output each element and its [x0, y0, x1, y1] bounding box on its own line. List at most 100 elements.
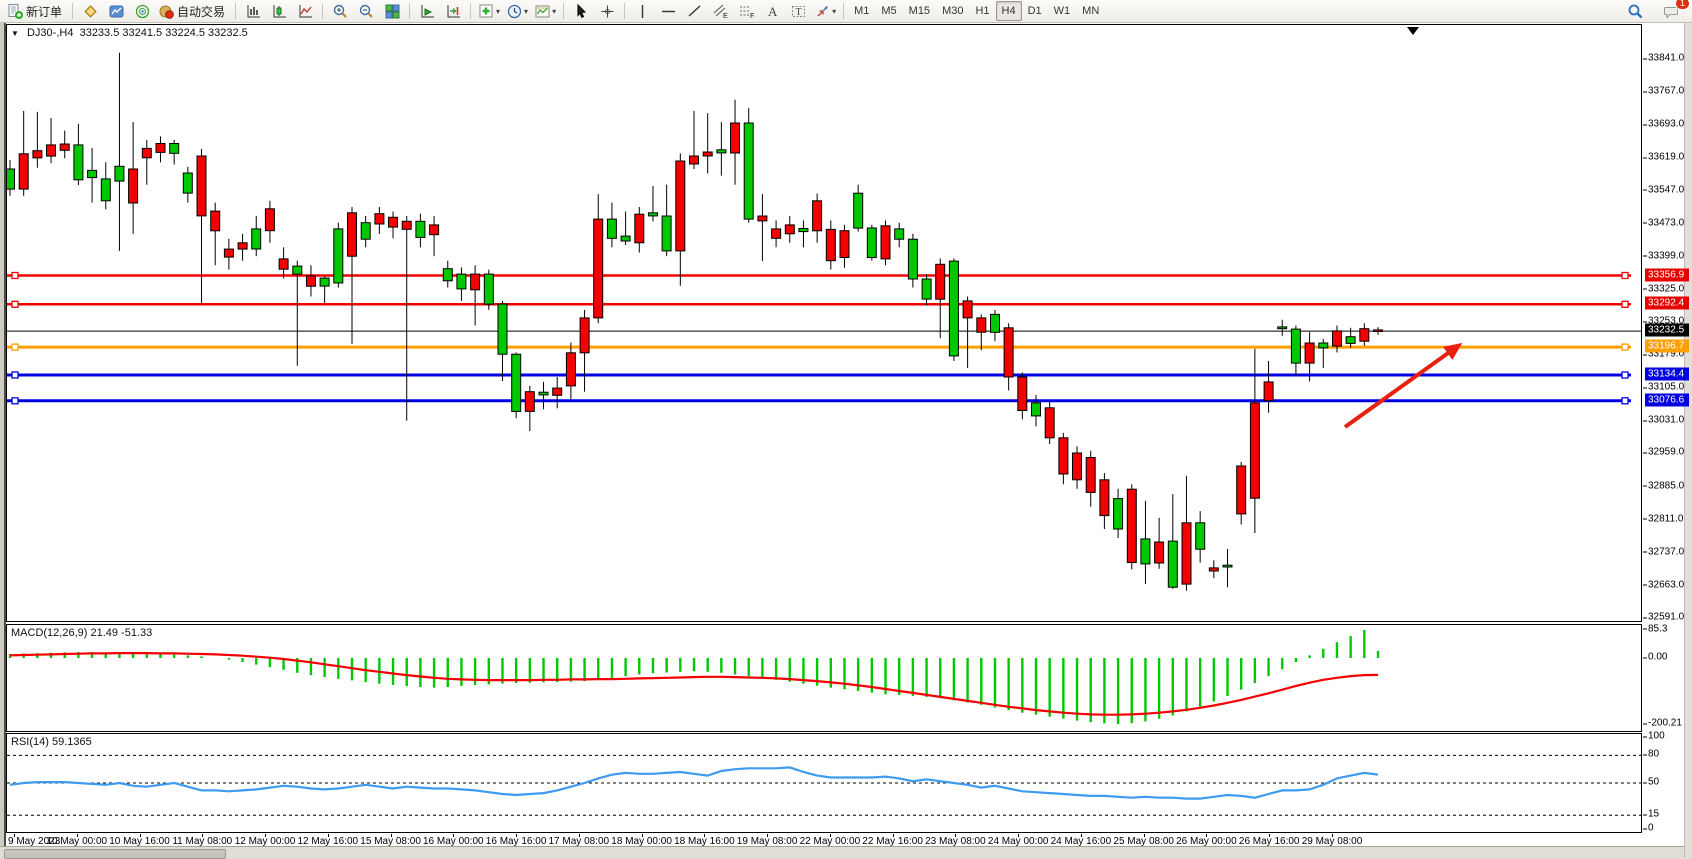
equidistant-channel-tool-button[interactable]: E	[707, 0, 733, 22]
new-order-button[interactable]: 新订单	[4, 0, 68, 22]
templates-button[interactable]: ▾	[531, 0, 559, 22]
crosshair-tool-button[interactable]	[594, 0, 620, 22]
vline-icon	[641, 4, 643, 18]
time-axis-label: 18 May 00:00	[611, 836, 672, 847]
periods-button[interactable]: ▾	[503, 0, 531, 22]
price-axis-tick: 32959.0	[1642, 446, 1685, 458]
price-axis-tick: 32811.0	[1642, 513, 1684, 525]
timeframe-M1-button[interactable]: M1	[854, 5, 870, 17]
indicators-button[interactable]: ▾	[475, 0, 503, 22]
time-axis-label: 23 May 08:00	[925, 836, 986, 847]
rsi-canvas[interactable]	[7, 734, 1641, 832]
arrows-tool-button[interactable]: ▾	[811, 0, 839, 22]
chart-window: ▼ DJ30-,H4 33233.5 33241.5 33224.5 33232…	[0, 23, 1692, 859]
timeframe-W1-button[interactable]: W1	[1053, 5, 1071, 17]
zoom-out-button[interactable]	[353, 0, 379, 22]
autotrading-icon	[159, 5, 174, 19]
text-label-tool-button[interactable]: T	[785, 0, 811, 22]
rsi-panel[interactable]: RSI(14) 59.1365	[6, 733, 1642, 833]
auto-scroll-button[interactable]	[414, 0, 440, 22]
window-right-edge	[1684, 23, 1692, 858]
price-level-badge: 33196.7	[1645, 339, 1689, 353]
time-axis-tick	[704, 834, 706, 837]
cursor-tool-button[interactable]	[568, 0, 594, 22]
charts-cube-button[interactable]	[77, 0, 103, 22]
chart-shift-button[interactable]	[440, 0, 466, 22]
chart-shift-marker-icon	[1407, 27, 1419, 35]
vertical-line-tool-button[interactable]	[629, 0, 655, 22]
one-click-trading-collapse-icon[interactable]: ▼	[11, 29, 19, 38]
price-axis[interactable]: 33841.0 33767.0 33693.0 33619.0 33547.0 33473…	[1642, 23, 1689, 858]
chevron-down-icon[interactable]: ▾	[832, 6, 837, 16]
time-axis-tick	[1206, 834, 1208, 837]
radar-icon	[135, 4, 149, 18]
timeframe-M30-button[interactable]: M30	[942, 5, 964, 17]
price-axis-tick: 33693.0	[1642, 118, 1685, 130]
timeframe-MN-button[interactable]: MN	[1082, 5, 1100, 17]
timeframe-H1-button[interactable]: H1	[975, 5, 990, 17]
candlestick-mode-button[interactable]	[266, 0, 292, 22]
rsi-axis-tick: 50	[1642, 776, 1660, 788]
fibonacci-tool-button[interactable]: F	[733, 0, 759, 22]
svg-text:A: A	[768, 4, 778, 19]
time-axis-label: 26 May 16:00	[1238, 836, 1300, 847]
chart-symbol-period: DJ30-,H4	[26, 27, 74, 39]
time-axis-tick	[390, 834, 392, 837]
time-axis-label: 19 May 08:00	[736, 836, 798, 847]
price-axis-tick: 33619.0	[1642, 151, 1685, 163]
zoom-in-button[interactable]	[327, 0, 353, 22]
bar-chart-mode-button[interactable]	[240, 0, 266, 22]
tile-windows-icon	[385, 4, 400, 18]
trendline-tool-button[interactable]	[681, 0, 707, 22]
time-axis-tick	[1332, 834, 1333, 837]
strategy-tester-button[interactable]	[129, 0, 155, 22]
channel-icon: E	[713, 4, 728, 20]
time-axis-tick	[516, 834, 518, 837]
price-axis-tick: 33841.0	[1642, 52, 1685, 64]
line-chart-mode-button[interactable]	[292, 0, 318, 22]
price-axis-tick: 33325.0	[1642, 283, 1685, 295]
indicators-icon	[479, 4, 493, 17]
price-level-badge: 33356.9	[1645, 268, 1689, 281]
timeframe-D1-button[interactable]: D1	[1027, 5, 1042, 17]
horizontal-line-tool-button[interactable]	[655, 0, 681, 22]
auto-scroll-icon	[421, 4, 434, 17]
price-axis-tick: 32591.0	[1642, 611, 1685, 623]
price-axis-tick: 32885.0	[1642, 480, 1685, 491]
time-axis-label: 11 May 08:00	[172, 836, 233, 847]
time-axis-tick	[453, 834, 455, 837]
time-axis-label: 15 May 08:00	[360, 836, 421, 847]
time-axis-tick	[829, 834, 831, 837]
trade-signal-arrow[interactable]	[1343, 342, 1463, 429]
tile-windows-button[interactable]	[379, 0, 405, 22]
chat-button[interactable]: 1	[1658, 0, 1690, 22]
timeframe-H4-button[interactable]: H4	[995, 1, 1022, 21]
chevron-down-icon[interactable]: ▾	[496, 6, 501, 16]
time-axis-tick	[641, 834, 643, 837]
svg-text:T: T	[795, 7, 801, 18]
price-axis-tick: 33105.0	[1642, 381, 1685, 393]
timeframe-M15-button[interactable]: M15	[908, 5, 931, 17]
chevron-down-icon[interactable]: ▾	[524, 6, 529, 16]
market-watch-button[interactable]	[103, 0, 129, 22]
timeframe-M5-button[interactable]: M5	[881, 5, 897, 17]
time-axis-tick	[202, 834, 204, 837]
search-button[interactable]	[1622, 0, 1648, 22]
macd-panel[interactable]: MACD(12,26,9) 21.49 -51.33	[6, 624, 1642, 732]
main-chart-panel[interactable]: ▼ DJ30-,H4 33233.5 33241.5 33224.5 33232…	[6, 24, 1642, 622]
auto-trading-button[interactable]: 自动交易	[155, 0, 231, 22]
window-left-edge	[0, 23, 6, 858]
price-level-badge: 33292.4	[1645, 296, 1689, 310]
time-axis[interactable]: 9 May 2023 10 May 00:00 10 May 16:00 11 May…	[6, 834, 1642, 847]
main-toolbar: 新订单 自动交易 ▾ ▾ ▾ E F A T ▾ M1 M5 M15 M30 H1 H4 D1 W1 MN 1	[0, 0, 1692, 23]
search-icon	[1628, 4, 1642, 18]
horizontal-scrollbar[interactable]	[0, 846, 1692, 859]
macd-canvas[interactable]	[7, 625, 1641, 731]
time-axis-label: 17 May 08:00	[548, 836, 610, 847]
chevron-down-icon[interactable]: ▾	[552, 6, 557, 16]
candlestick-chart-canvas[interactable]	[7, 25, 1641, 621]
time-axis-tick	[1269, 834, 1271, 837]
text-tool-button[interactable]: A	[759, 0, 785, 22]
svg-text:E: E	[723, 13, 728, 20]
trendline-icon	[688, 4, 701, 17]
